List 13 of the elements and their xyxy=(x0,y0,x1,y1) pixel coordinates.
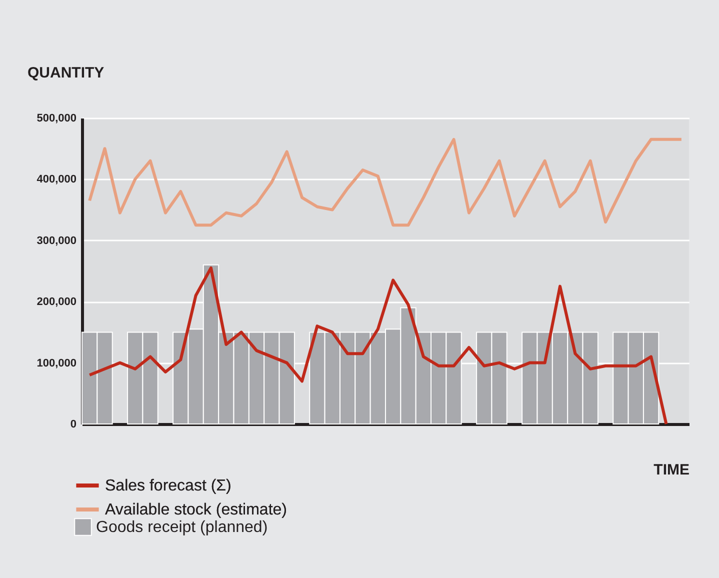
line-series xyxy=(88,266,668,426)
y-tick-label: 400,000 xyxy=(36,174,76,186)
y-tick-label: 300,000 xyxy=(36,234,76,247)
y-tick-label: 500,000 xyxy=(36,112,76,124)
legend-label: Available stock (estimate) xyxy=(105,502,287,518)
y-axis-title: QUANTITY xyxy=(28,64,104,82)
legend-label: Sales forecast (Σ) xyxy=(105,478,232,494)
line-series xyxy=(88,138,683,227)
legend-label: Goods receipt (planned) xyxy=(96,519,268,536)
y-tick-label: 100,000 xyxy=(36,357,76,370)
y-tick-label: 200,000 xyxy=(36,296,76,308)
x-axis-title: TIME xyxy=(654,462,690,478)
y-tick-label: 0 xyxy=(70,418,76,430)
